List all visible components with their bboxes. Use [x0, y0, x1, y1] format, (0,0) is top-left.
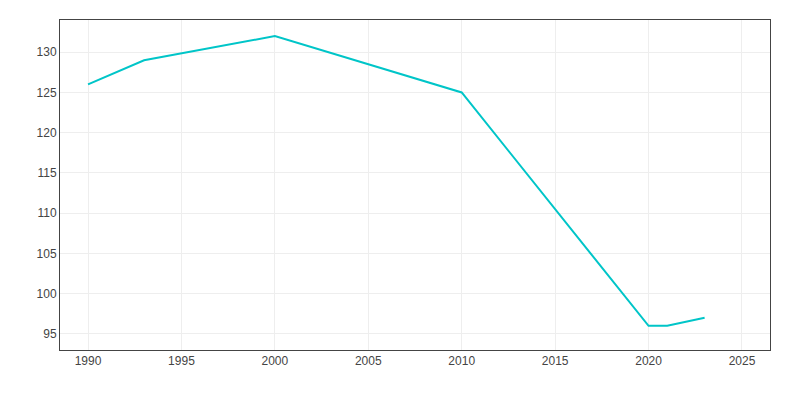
svg-text:115: 115 — [37, 166, 56, 180]
svg-text:105: 105 — [37, 247, 57, 261]
svg-text:2015: 2015 — [542, 354, 569, 368]
svg-text:2000: 2000 — [262, 354, 289, 368]
svg-text:1990: 1990 — [75, 354, 102, 368]
svg-text:2010: 2010 — [448, 354, 475, 368]
svg-text:120: 120 — [37, 126, 57, 140]
svg-text:130: 130 — [37, 45, 57, 59]
svg-text:2020: 2020 — [635, 354, 662, 368]
svg-text:110: 110 — [37, 206, 56, 220]
svg-text:95: 95 — [43, 327, 57, 341]
svg-text:2025: 2025 — [729, 354, 756, 368]
svg-text:125: 125 — [37, 86, 57, 100]
svg-text:1995: 1995 — [168, 354, 195, 368]
svg-text:100: 100 — [37, 287, 57, 301]
svg-text:2005: 2005 — [355, 354, 382, 368]
